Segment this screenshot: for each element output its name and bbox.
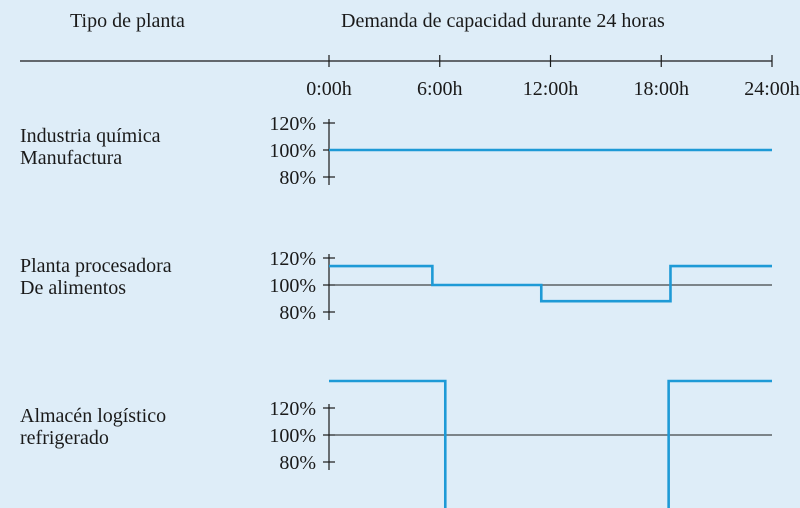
plant-type-label: refrigerado xyxy=(20,427,109,449)
plant-type-label: Industria química xyxy=(20,125,161,147)
y-tick-label: 80% xyxy=(279,302,316,324)
demand-step-line xyxy=(329,379,772,508)
header-demand-title: Demanda de capacidad durante 24 horas xyxy=(341,10,665,32)
y-tick-label: 100% xyxy=(269,275,316,297)
y-tick-label: 100% xyxy=(269,425,316,447)
time-tick-label: 18:00h xyxy=(633,78,689,100)
header-plant-type: Tipo de planta xyxy=(70,10,185,32)
panels: Industria químicaManufactura120%100%80%P… xyxy=(20,113,772,508)
demand-step-line xyxy=(329,264,772,303)
plant-type-label: Almacén logístico xyxy=(20,405,166,427)
y-tick-label: 120% xyxy=(269,113,316,135)
y-tick-label: 120% xyxy=(269,248,316,270)
y-tick-label: 100% xyxy=(269,140,316,162)
y-tick-label: 80% xyxy=(279,452,316,474)
y-tick-label: 120% xyxy=(269,398,316,420)
time-tick-label: 24:00h xyxy=(744,78,800,100)
time-tick-label: 0:00h xyxy=(306,78,352,100)
plant-type-label: Manufactura xyxy=(20,147,122,169)
time-tick-label: 12:00h xyxy=(523,78,579,100)
time-axis: 0:00h 6:00h 12:00h 18:00h 24:00h xyxy=(306,55,800,100)
time-tick-label: 6:00h xyxy=(417,78,463,100)
y-tick-label: 80% xyxy=(279,167,316,189)
plant-type-label: Planta procesadora xyxy=(20,255,172,277)
plant-type-label: De alimentos xyxy=(20,277,126,299)
